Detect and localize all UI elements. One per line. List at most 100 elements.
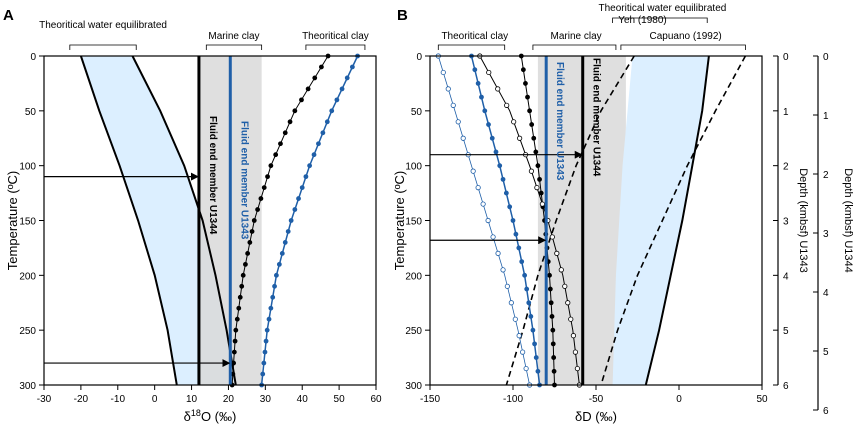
a-clay-blue-curve-marker [307,163,313,169]
a-ytick-label: 300 [19,381,36,392]
panel-a: A -30 -20 -10 0 10 20 30 40 50 60 0 50 100 150 200 250 3… [3,7,382,424]
b-brackets: Theoritical clay Marine clay Capuano (1992… [437,3,746,50]
b-clay-blue-dots-marker [500,176,506,182]
b-clay-black-dots-marker [548,300,554,306]
b-clay-blue-open-marker [450,102,456,108]
b-clay-black-dots-marker [547,286,553,292]
b-xtick-label: 50 [756,394,768,405]
b-clay-black-open-marker [570,333,577,339]
a-clay-black-curve-marker [247,240,253,245]
b-ytick-label: 0 [416,52,422,63]
b-depth1-tick-label: 4 [783,271,789,282]
a-xtick-label: 40 [297,394,309,405]
b-x-axis-label: δD (‰) [575,409,617,424]
a-ytick-label: 0 [30,52,36,63]
b-xtick-label: -150 [420,394,440,405]
a-clay-blue-curve-marker [260,371,266,377]
a-water-bracket [69,44,137,50]
b-clay-blue-dots-marker [533,355,539,360]
b-depth-axis-u1344: 0 1 2 3 4 5 6 [813,52,829,417]
a-clay-black-curve-marker [268,163,274,169]
a-clay-black-curve-marker [319,64,324,70]
a-clay-black-curve-marker [251,218,257,223]
a-clay-blue-curve-marker [288,218,294,223]
a-clay-black-curve-marker [255,207,260,212]
b-clay-blue-dots-marker [472,67,478,73]
a-xtick-label: 10 [186,394,198,405]
a-clay-black-curve-marker [234,316,240,322]
a-clay-black-curve-marker [249,229,255,234]
a-ytick-label: 250 [19,326,36,337]
b-clay-blue-dots-marker [526,300,532,306]
b-clay-black-open-marker [486,69,492,76]
b-clay-blue-open-marker [523,365,529,372]
a-clay-black-curve-marker [237,294,243,300]
b-ytick-label: 50 [411,107,423,118]
a-water-band [80,56,236,385]
b-clay-black-open-marker [549,234,555,240]
b-clay-blue-dots-marker [524,286,530,292]
b-depth2-tick-label: 4 [823,288,829,299]
a-clay-blue-curve-marker [303,174,309,180]
a-clay-blue-curve-marker [273,272,279,278]
b-bracket-label-marine: Marine clay [551,31,602,42]
a-clay-black-curve-marker [292,108,298,114]
b-capuano-right-curve [600,55,747,386]
a-xtick-label: -20 [74,394,89,405]
a-bracket-label-water: Theoritical water equilibrated [39,20,167,31]
b-clay-blue-dots-marker [503,190,509,196]
b-water-band [612,56,709,385]
a-clay-black-curve-marker [265,174,270,180]
b-fluid-lines [544,56,585,385]
b-clay-black-open-marker [528,168,535,174]
b-clay-black-dots-marker [527,108,532,114]
b-clay-blue-open-marker [495,250,501,256]
b-clay-black-dots-marker [535,163,541,169]
b-clay-black-open-marker [554,250,560,256]
b-clay-black-open-marker [495,86,501,92]
a-clay-blue-curve-marker [266,316,272,322]
a-axes: -30 -20 -10 0 10 20 30 40 50 60 0 50 100 150 200 250 300 [19,52,382,405]
a-clay-blue-curve-marker [311,152,317,158]
b-clay-blue-dots-marker [522,272,528,278]
b-clay-black-dots-marker [531,135,537,141]
a-clay-blue-curve-marker [282,240,288,245]
b-clay-blue-open-marker [512,316,518,322]
b-clay-black-open-marker [565,300,571,306]
a-clay-black-curve-marker [261,185,267,191]
b-clay-blue-open-marker [485,217,491,224]
a-xtick-label: -30 [37,394,52,405]
b-clay-blue-dots-marker [482,108,488,114]
a-y-axis-label: Temperature (ºC) [5,171,20,270]
b-clay-black-open-marker [511,119,517,125]
a-clay-bracket [305,44,366,50]
a-clay-blue-curve-marker [285,229,291,234]
b-depth2-tick-label: 5 [823,347,829,358]
b-depth-label-u1344: Depth (kmbsf) U1344 [842,168,854,273]
b-clay-blue-dots-marker [475,81,481,86]
b-depth2-tick-label: 3 [823,229,829,240]
a-clay-black-curve-marker [273,152,279,158]
b-depth1-tick-label: 3 [783,217,789,228]
b-clay-blue-open-marker [516,333,522,339]
b-clay-blue-dots-marker [519,259,525,265]
a-clay-blue-curve-marker [334,97,340,103]
a-ytick-label: 200 [19,271,36,282]
b-clay-blue-dots-marker [497,163,503,169]
a-clay-blue-curve-marker [329,108,335,114]
a-brackets: Theoritical water equilibrated Marine cla… [39,20,369,50]
b-ytick-label: 100 [405,162,422,173]
a-ytick-label: 100 [19,162,36,173]
b-clay-black-open-marker [562,283,568,289]
b-clay-black-open-marker [574,365,581,372]
a-ytick-label: 50 [25,107,37,118]
a-clay-black-curve-marker [299,97,304,103]
b-clay-black-dots-marker [538,190,544,196]
a-clay-black-curve-marker [305,86,311,92]
a-curves [79,53,360,388]
b-clay-black-dots-marker [520,67,526,73]
a-xtick-label: 60 [370,394,382,405]
a-xtick-label: -10 [111,394,126,405]
b-clay-black-dots-marker [547,272,552,278]
b-depth2-tick-label: 2 [823,170,829,181]
